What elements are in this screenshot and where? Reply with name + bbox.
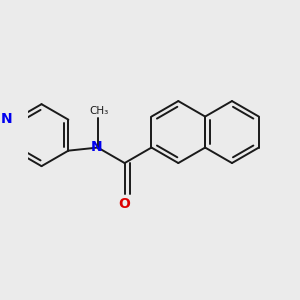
Text: N: N <box>91 140 103 154</box>
Text: CH₃: CH₃ <box>89 106 108 116</box>
Text: O: O <box>119 197 130 211</box>
Text: N: N <box>1 112 12 126</box>
